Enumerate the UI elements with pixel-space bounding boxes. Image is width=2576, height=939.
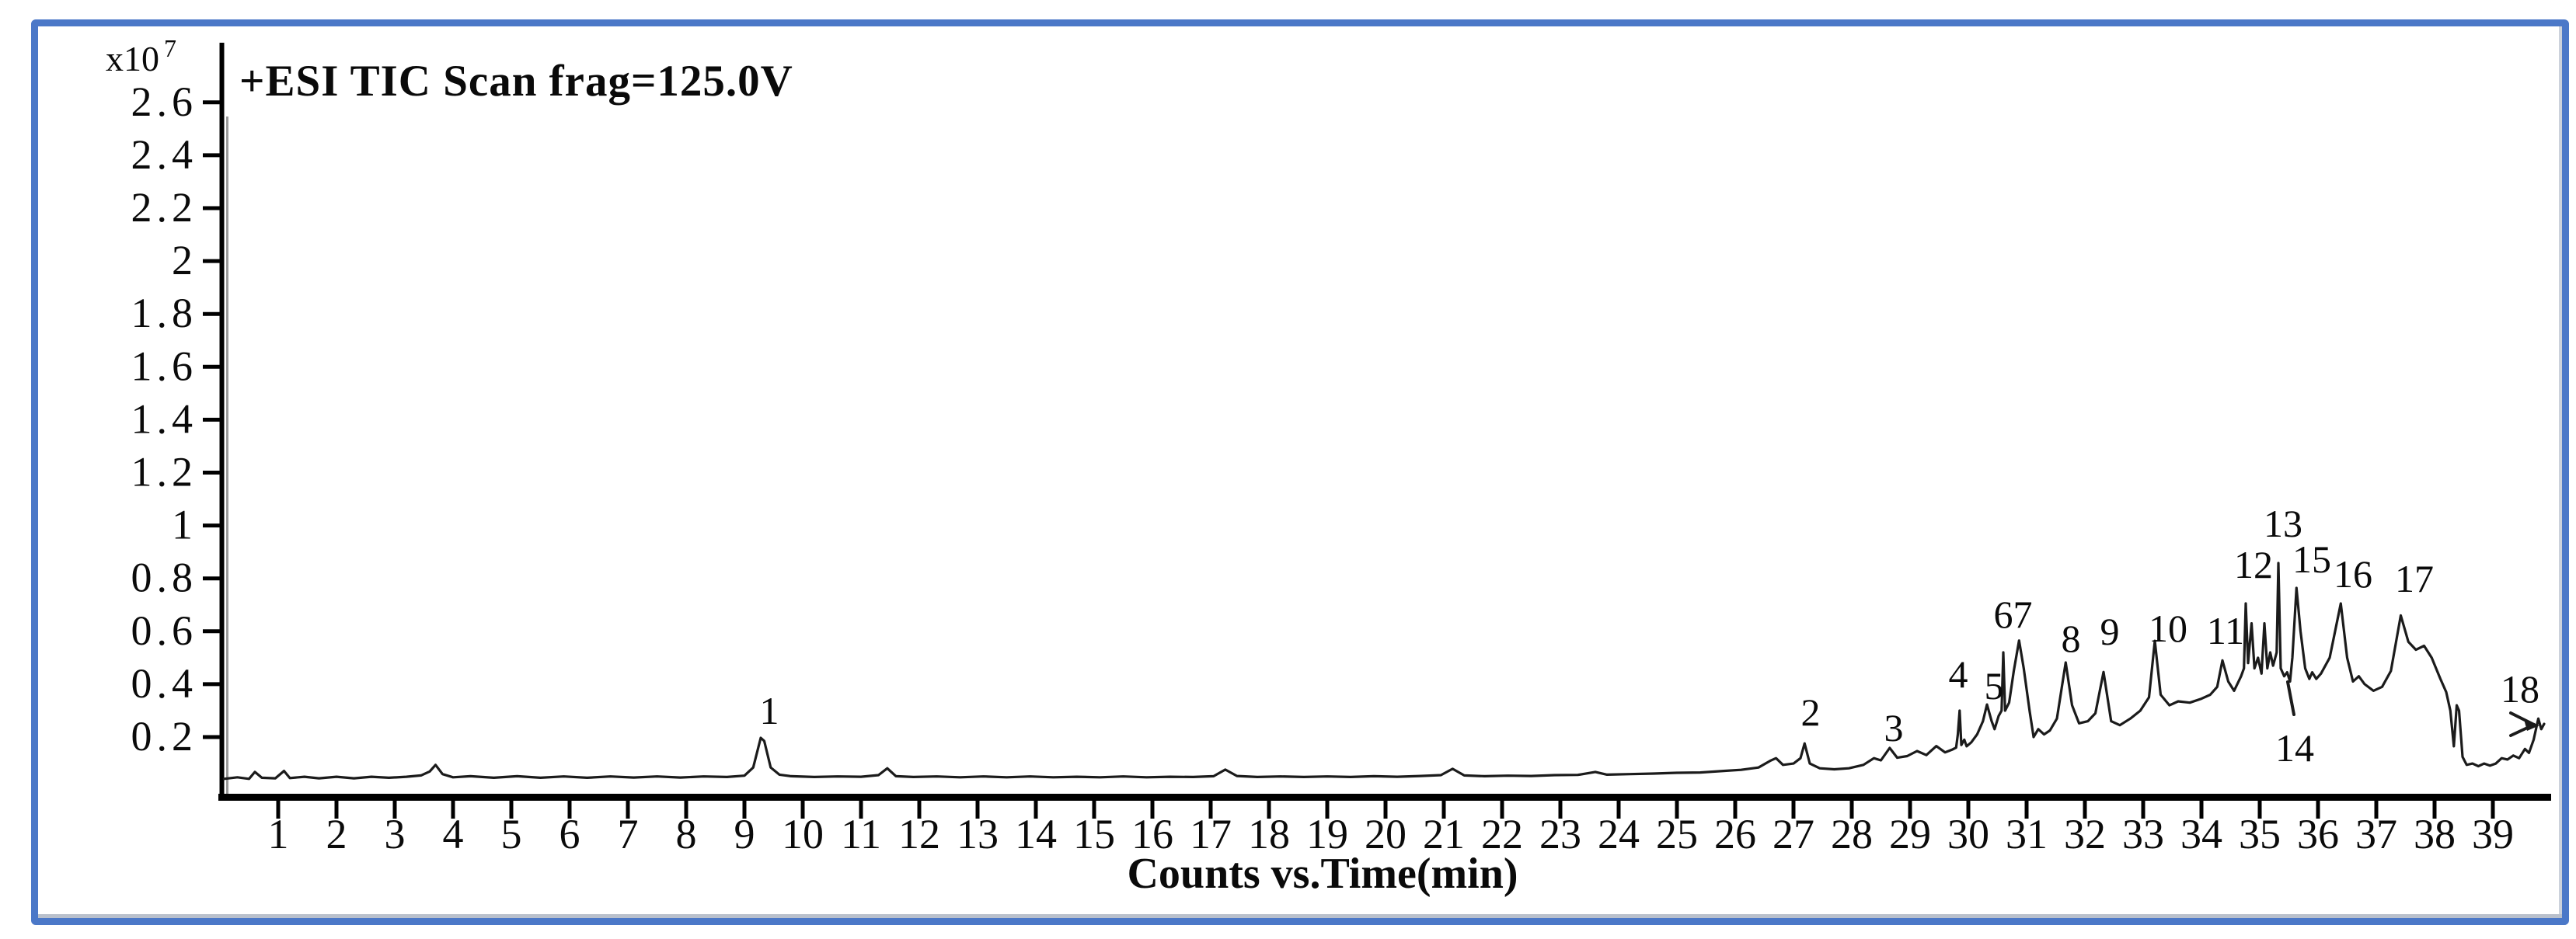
x-tick-label: 32 <box>2064 811 2106 857</box>
leader-0 <box>2286 680 2295 716</box>
y-tick-label: 1.2 <box>131 449 198 496</box>
x-tick-label: 36 <box>2297 811 2339 857</box>
y-tick-label: 1.4 <box>131 395 198 442</box>
y-axis-multiplier-exponent: 7 <box>164 34 176 62</box>
x-tick-label: 28 <box>1831 811 1873 857</box>
x-tick-label: 13 <box>957 811 999 857</box>
x-tick-label: 23 <box>1539 811 1581 857</box>
y-axis-multiplier-base: x10 <box>106 39 159 78</box>
x-tick-label: 26 <box>1714 811 1756 857</box>
x-tick-label: 20 <box>1365 811 1407 857</box>
x-tick-label: 30 <box>1947 811 1989 857</box>
x-tick-label: 21 <box>1423 811 1465 857</box>
x-tick-label: 11 <box>841 811 881 857</box>
peak-label-11: 11 <box>2207 609 2244 652</box>
y-tick-label: 0.8 <box>131 555 198 601</box>
peak-label-9: 9 <box>2100 610 2120 653</box>
peak-label-15: 15 <box>2292 537 2331 581</box>
peak-label-5: 5 <box>1985 664 2004 708</box>
x-tick-label: 16 <box>1131 811 1173 857</box>
peak-label-17: 17 <box>2395 557 2434 600</box>
y-tick-label: 2.4 <box>131 131 198 178</box>
x-tick-label: 38 <box>2414 811 2456 857</box>
x-tick-label: 4 <box>443 811 464 857</box>
tic-trace <box>222 562 2546 781</box>
peak-label-18: 18 <box>2501 667 2539 711</box>
x-tick-label: 7 <box>618 811 639 857</box>
x-tick-label: 35 <box>2239 811 2281 857</box>
x-tick-label: 15 <box>1073 811 1115 857</box>
peak-label-6: 6 <box>1994 593 2013 636</box>
x-tick-label: 9 <box>734 811 755 857</box>
x-tick-label: 25 <box>1656 811 1698 857</box>
peak-18-arrowhead <box>2524 719 2539 731</box>
x-tick-label: 29 <box>1889 811 1931 857</box>
peak-label-4: 4 <box>1949 652 1968 696</box>
y-tick-label: 2.2 <box>131 184 198 231</box>
x-tick-label: 19 <box>1306 811 1348 857</box>
x-tick-label: 18 <box>1248 811 1290 857</box>
figure-border <box>31 19 2569 925</box>
x-tick-label: 27 <box>1773 811 1814 857</box>
y-tick-label: 1.6 <box>131 343 198 389</box>
x-tick-label: 17 <box>1190 811 1232 857</box>
peak-label-8: 8 <box>2062 617 2081 660</box>
x-axis-line <box>218 794 2551 801</box>
x-tick-label: 37 <box>2355 811 2397 857</box>
plot-title: +ESI TIC Scan frag=125.0V <box>239 57 793 106</box>
peak-label-10: 10 <box>2149 607 2187 650</box>
x-tick-label: 14 <box>1015 811 1057 857</box>
peak-label-3: 3 <box>1884 706 1904 749</box>
x-tick-label: 34 <box>2180 811 2222 857</box>
x-tick-label: 33 <box>2122 811 2164 857</box>
y-tick-label: 1 <box>172 502 197 548</box>
y-tick-label: 0.6 <box>131 607 198 654</box>
peak-label-13: 13 <box>2264 502 2302 545</box>
x-tick-label: 39 <box>2472 811 2514 857</box>
x-tick-label: 22 <box>1481 811 1523 857</box>
x-tick-label: 3 <box>385 811 406 857</box>
x-tick-label: 31 <box>2006 811 2048 857</box>
x-tick-label: 1 <box>268 811 289 857</box>
x-tick-label: 6 <box>559 811 580 857</box>
x-tick-label: 2 <box>326 811 347 857</box>
peak-label-2: 2 <box>1801 690 1821 734</box>
x-tick-label: 12 <box>898 811 940 857</box>
peak-label-14: 14 <box>2275 726 2314 770</box>
y-tick-label: 2.6 <box>131 78 198 125</box>
x-tick-label: 8 <box>676 811 697 857</box>
x-tick-label: 24 <box>1598 811 1640 857</box>
y-axis-multiplier: x10 7 <box>106 34 176 79</box>
peak-label-16: 16 <box>2334 552 2372 596</box>
x-tick-label: 5 <box>501 811 522 857</box>
x-tick-label: 10 <box>782 811 824 857</box>
peak-label-1: 1 <box>760 689 779 732</box>
y-tick-label: 1.8 <box>131 290 198 336</box>
y-tick-label: 0.2 <box>131 713 198 760</box>
y-tick-label: 2 <box>172 237 197 283</box>
y-tick-label: 0.4 <box>131 660 198 707</box>
peak-label-7: 7 <box>2013 593 2033 636</box>
x-axis-title: Counts vs.Time(min) <box>1127 850 1518 898</box>
peak-label-12: 12 <box>2234 543 2273 586</box>
